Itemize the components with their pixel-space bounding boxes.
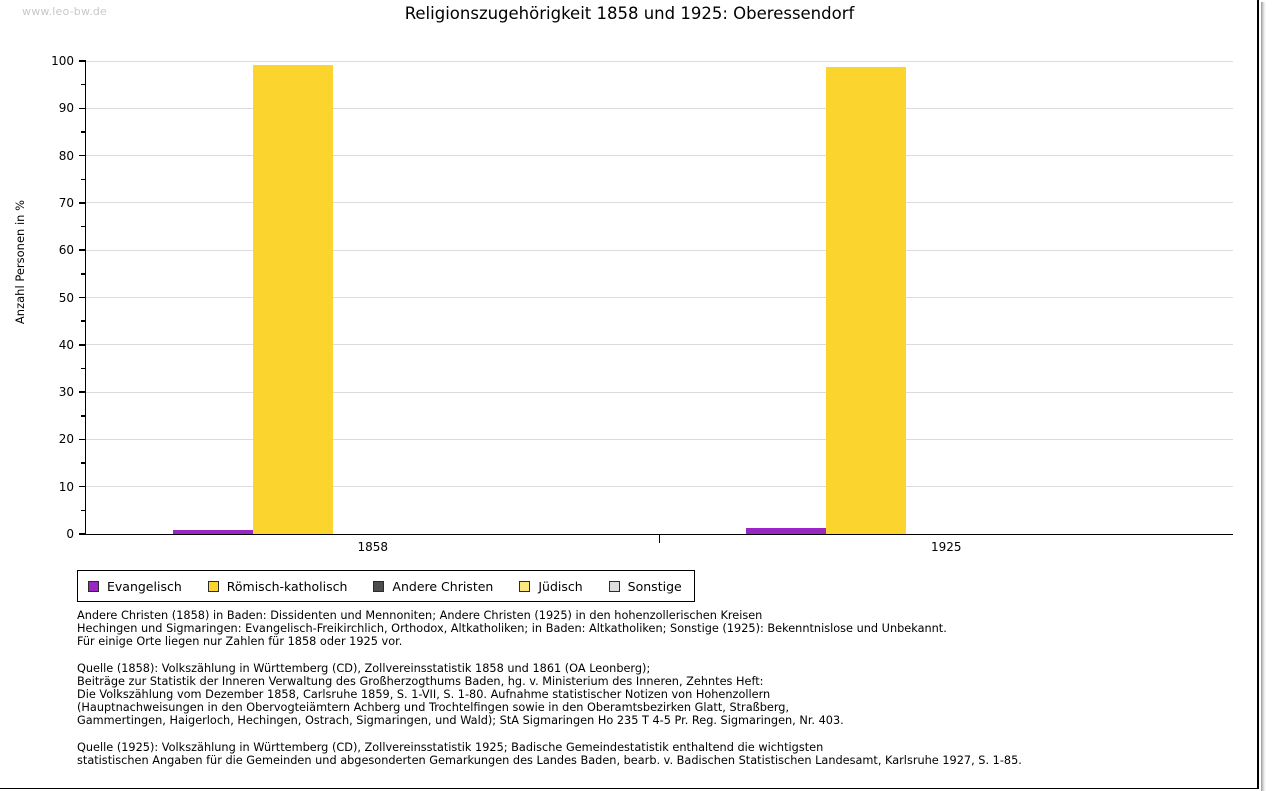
bar-1858-evangelisch — [172, 530, 253, 534]
y-axis-tick-label: 0 — [66, 527, 74, 541]
y-axis-tick — [79, 438, 86, 441]
y-axis-tick-label: 80 — [58, 148, 74, 163]
y-axis-tick — [79, 485, 86, 488]
y-axis-minor-tick — [81, 131, 86, 133]
footnote-line: Quelle (1925): Volkszählung in Württembe… — [77, 740, 824, 754]
legend-swatch-icon — [519, 580, 531, 592]
legend-label: Römisch-katholisch — [226, 578, 348, 594]
y-axis-tick-label: 50 — [58, 290, 74, 305]
bar-1925-r-misch-katholisch — [826, 67, 907, 534]
y-axis-minor-tick — [81, 83, 86, 86]
footnotes: Andere Christen (1858) in Baden: Disside… — [77, 609, 1207, 780]
y-axis-tick-label: 20 — [58, 432, 74, 447]
legend-swatch-icon — [88, 580, 99, 592]
y-axis-minor-tick — [81, 273, 86, 275]
y-gridline — [86, 297, 1233, 298]
y-axis-tick-label: 70 — [58, 195, 74, 210]
y-axis-minor-tick — [81, 415, 86, 417]
bar-1925-evangelisch — [746, 527, 827, 534]
legend-swatch-icon — [207, 580, 219, 592]
y-gridline — [86, 438, 1233, 440]
x-axis-tick-label: 1858 — [357, 540, 389, 554]
legend-label: Andere Christen — [392, 578, 494, 594]
y-axis-tick-label: 40 — [58, 337, 74, 352]
y-axis-tick — [79, 107, 86, 110]
y-gridline — [86, 344, 1233, 346]
y-gridline — [86, 202, 1233, 204]
y-axis-minor-tick — [81, 320, 86, 322]
y-gridline — [86, 155, 1233, 157]
y-gridline — [86, 60, 1233, 62]
y-axis-minor-tick — [81, 367, 86, 370]
site-watermark: www.leo-bw.de — [22, 5, 108, 18]
footnote-block: Quelle (1858): Volkszählung in Württembe… — [77, 662, 1207, 728]
bar-1858-r-misch-katholisch — [252, 64, 333, 534]
footnote-line: Die Volkszählung vom Dezember 1858, Carl… — [77, 688, 771, 702]
y-gridline — [86, 486, 1233, 488]
y-axis-label: Anzahl Personen in % — [13, 199, 27, 325]
y-axis-tick — [79, 60, 86, 62]
legend-item-sonstige[interactable]: Sonstige — [608, 578, 682, 594]
footnote-line: Hechingen und Sigmaringen: Evangelisch-F… — [77, 622, 947, 636]
page-title: Religionszugehörigkeit 1858 und 1925: Ob… — [404, 4, 855, 23]
x-axis-tick-label: 1925 — [930, 540, 962, 554]
y-axis-tick-label: 90 — [58, 101, 74, 116]
y-axis-minor-tick — [81, 178, 86, 180]
y-axis-minor-tick — [81, 509, 86, 512]
legend-item-andere-christen[interactable]: Andere Christen — [373, 579, 493, 594]
y-axis-tick-label: 30 — [58, 385, 74, 400]
footnote-line: Für einige Orte liegen nur Zahlen für 18… — [77, 635, 403, 649]
footnote-line: statistischen Angaben für die Gemeinden … — [77, 753, 1022, 767]
y-axis-minor-tick — [81, 462, 86, 464]
y-axis-tick — [79, 391, 86, 393]
footnote-line: Beiträge zur Statistik der Inneren Verwa… — [77, 674, 764, 688]
legend-item-r-misch-katholisch[interactable]: Römisch-katholisch — [207, 578, 348, 594]
y-axis-tick — [79, 344, 86, 346]
legend-item-j-disch[interactable]: Jüdisch — [519, 578, 583, 594]
footnote-block: Quelle (1925): Volkszählung in Württembe… — [77, 741, 1207, 767]
y-gridline — [86, 107, 1233, 109]
page-shadow — [1261, 2, 1266, 791]
y-axis-tick-label: 100 — [51, 54, 74, 68]
y-axis-tick-label: 60 — [58, 243, 74, 258]
legend-label: Jüdisch — [538, 578, 583, 594]
footnote-line: Quelle (1858): Volkszählung in Württembe… — [77, 661, 651, 675]
legend-item-evangelisch[interactable]: Evangelisch — [88, 579, 182, 594]
y-axis-tick — [79, 202, 86, 204]
plot-area: 0 10 20 30 40 50 60 70 80 90 100 1858 1925 — [51, 54, 1233, 554]
y-axis-tick-label: 10 — [58, 479, 74, 494]
y-axis-tick — [79, 296, 86, 299]
y-gridline — [86, 391, 1233, 393]
legend-label: Evangelisch — [107, 578, 182, 594]
y-axis-tick — [79, 533, 86, 535]
footnote-line: Gammertingen, Haigerloch, Hechingen, Ost… — [77, 714, 844, 728]
legend-label: Sonstige — [627, 578, 682, 594]
y-gridline — [86, 249, 1233, 251]
x-axis-tick — [658, 534, 661, 543]
legend-swatch-icon — [608, 580, 620, 592]
legend-swatch-icon — [373, 580, 385, 592]
footnote-line: (Hauptnachweisungen in den Obervogteiämt… — [77, 701, 790, 715]
y-axis-tick — [79, 249, 86, 251]
y-axis-tick — [79, 154, 86, 157]
chart-legend: Evangelisch Römisch-katholisch Andere Chri… — [77, 570, 695, 602]
plot-wrapper: Anzahl Personen in % 0 10 20 30 40 50 60 70 80 90… — [13, 54, 1233, 554]
y-axis-minor-tick — [81, 225, 86, 228]
footnote-line: Andere Christen (1858) in Baden: Disside… — [77, 609, 763, 622]
footnote-block: Andere Christen (1858) in Baden: Disside… — [77, 609, 1207, 649]
